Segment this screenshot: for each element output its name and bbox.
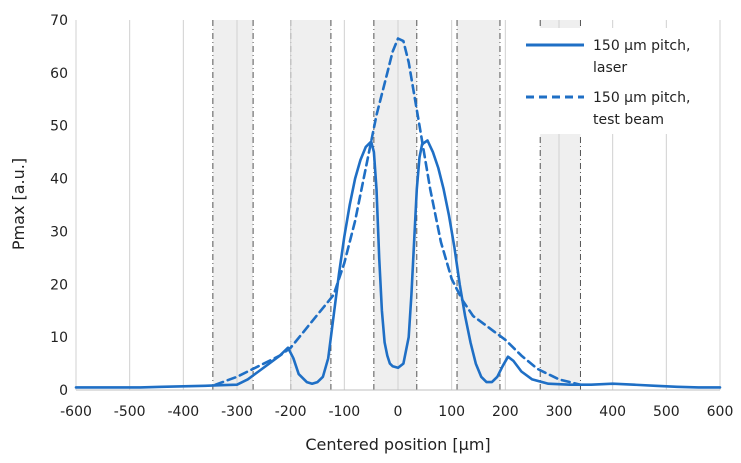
shaded-band-1	[212, 20, 254, 390]
y-axis-title: Pmax [a.u.]	[9, 158, 28, 250]
y-tick-label: 60	[50, 66, 68, 82]
x-tick-label: -100	[328, 404, 360, 420]
plot-frame	[75, 20, 721, 391]
x-tick-label: 200	[492, 404, 519, 420]
y-tick-label: 50	[50, 119, 68, 135]
legend-label-test-beam-line2: test beam	[593, 112, 664, 128]
x-axis-title: Centered position [µm]	[305, 435, 490, 454]
legend-label-laser-line2: laser	[593, 60, 627, 76]
gridlines	[129, 20, 667, 390]
x-tick-label: -200	[275, 404, 307, 420]
y-tick-labels: 0 10 20 30 40 50 60 70	[50, 13, 68, 399]
legend-label-laser-line1: 150 µm pitch,	[593, 38, 690, 54]
legend-label-test-beam-line1: 150 µm pitch,	[593, 90, 690, 106]
legend: 150 µm pitch, laser 150 µm pitch, test b…	[517, 28, 717, 134]
series-line-150-m-pitch-test-beam	[214, 37, 582, 386]
x-tick-label: 100	[438, 404, 465, 420]
x-tick-label: 600	[707, 404, 734, 420]
x-tick-label: 500	[653, 404, 680, 420]
y-tick-label: 40	[50, 172, 68, 188]
x-tick-label: -600	[60, 404, 92, 420]
y-tick-label: 10	[50, 330, 68, 346]
shaded-band-4	[457, 20, 500, 390]
series-layer	[74, 37, 722, 389]
x-tick-label: 0	[394, 404, 403, 420]
y-tick-label: 0	[59, 383, 68, 399]
y-tick-label: 70	[50, 13, 68, 29]
y-tick-label: 20	[50, 277, 68, 293]
x-tick-label: -500	[114, 404, 146, 420]
x-tick-label: -400	[167, 404, 199, 420]
x-tick-label: 400	[599, 404, 626, 420]
x-tick-label: 300	[546, 404, 573, 420]
x-tick-labels: -600 -500 -400 -300 -200 -100 0 100 200 300 400 500…	[60, 404, 733, 420]
y-tick-label: 30	[50, 224, 68, 240]
x-tick-label: -300	[221, 404, 253, 420]
shaded-band-2	[290, 20, 331, 390]
